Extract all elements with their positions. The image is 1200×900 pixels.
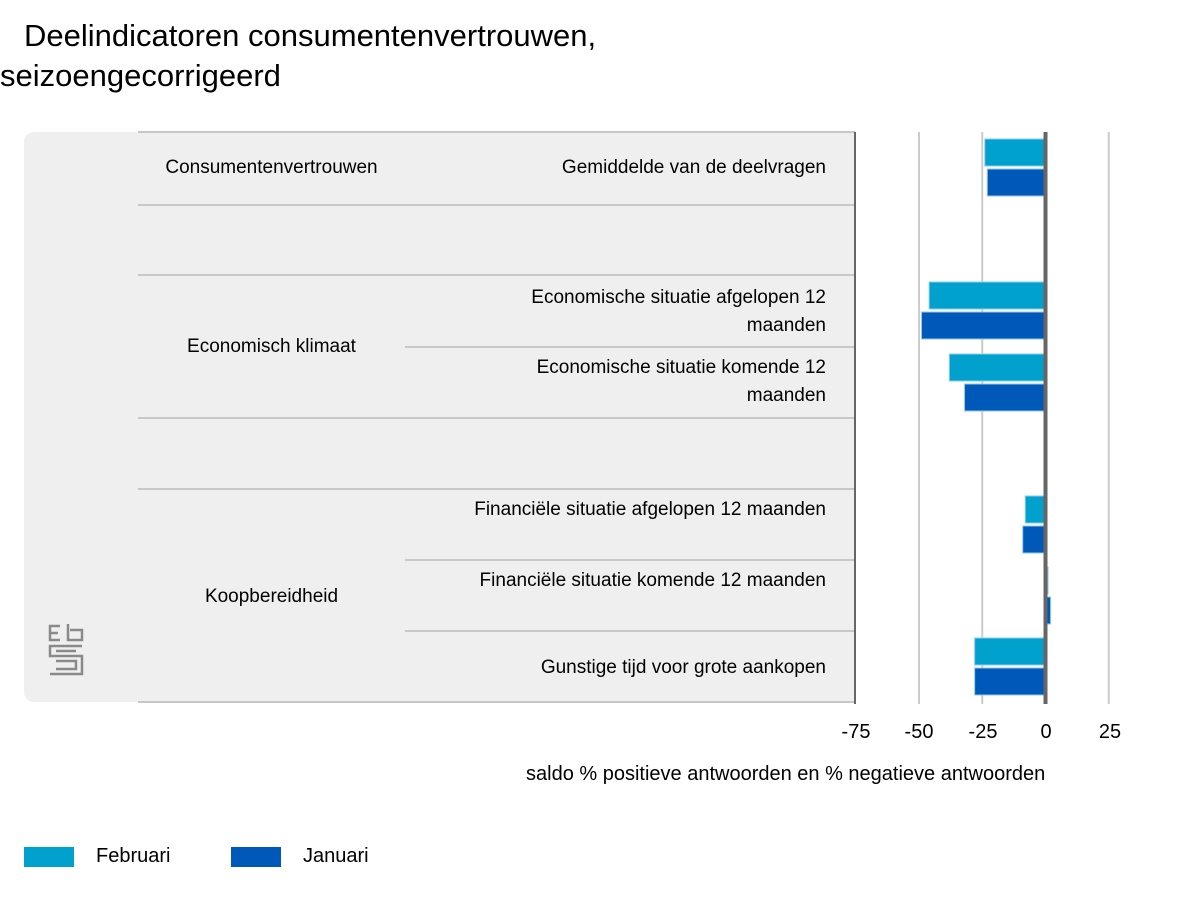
- x-tick-label: 25: [1098, 721, 1122, 743]
- legend-swatch: [24, 846, 74, 867]
- bar-januari[interactable]: [974, 667, 1046, 696]
- category-label: Gunstige tijd voor grote aankopen: [540, 657, 826, 678]
- x-tick-label: -25: [968, 721, 998, 743]
- row-separator: [138, 204, 855, 206]
- category-label: Financiële situatie afgelopen 12 maanden: [474, 499, 826, 520]
- x-tick-label: -75: [841, 721, 871, 743]
- group-label: Economisch klimaat: [187, 336, 356, 357]
- row-separator: [138, 488, 855, 490]
- bar-februari[interactable]: [984, 138, 1047, 167]
- row-separator: [138, 417, 855, 419]
- legend-swatch: [231, 846, 281, 867]
- chart-title: Deelindicatoren consumentenvertrouwen, s…: [0, 16, 700, 96]
- row-separator: [405, 346, 855, 348]
- bar-februari[interactable]: [928, 281, 1046, 310]
- category-label: Financiële situatie komende 12 maanden: [479, 570, 826, 591]
- legend-label: Februari: [96, 845, 171, 867]
- row-separator: [138, 131, 855, 133]
- category-divider: [854, 132, 856, 704]
- cbs-logo-icon: [48, 624, 84, 676]
- title-line-1: Deelindicatoren consumentenvertrouwen,: [24, 18, 597, 53]
- bar-februari[interactable]: [948, 353, 1046, 382]
- bar-januari[interactable]: [921, 311, 1047, 340]
- row-separator: [405, 559, 855, 561]
- x-tick-label: -50: [904, 721, 934, 743]
- x-tick-label: 0: [1040, 721, 1052, 743]
- legend-item-februari[interactable]: Februari: [24, 845, 170, 868]
- bar-januari[interactable]: [964, 383, 1046, 412]
- bar-januari[interactable]: [1022, 525, 1046, 554]
- category-label: Gemiddelde van de deelvragen: [561, 157, 826, 178]
- category-label: Economische situatie komende 12 maanden: [536, 357, 826, 406]
- x-axis-label: saldo % positieve antwoorden en % negati…: [526, 763, 1046, 785]
- category-label: Economische situatie afgelopen 12 maande…: [531, 287, 826, 336]
- legend-item-januari[interactable]: Januari: [231, 845, 369, 868]
- bar-januari[interactable]: [986, 168, 1046, 197]
- bar-februari[interactable]: [974, 637, 1046, 666]
- row-separator: [405, 630, 855, 632]
- legend-label: Januari: [303, 845, 369, 867]
- row-separator: [138, 274, 855, 276]
- group-label: Consumentenvertrouwen: [165, 157, 378, 178]
- row-separator: [138, 701, 855, 703]
- title-line-2: seizoengecorrigeerd: [0, 58, 281, 93]
- group-label: Koopbereidheid: [204, 586, 339, 607]
- bar-februari[interactable]: [1024, 495, 1047, 524]
